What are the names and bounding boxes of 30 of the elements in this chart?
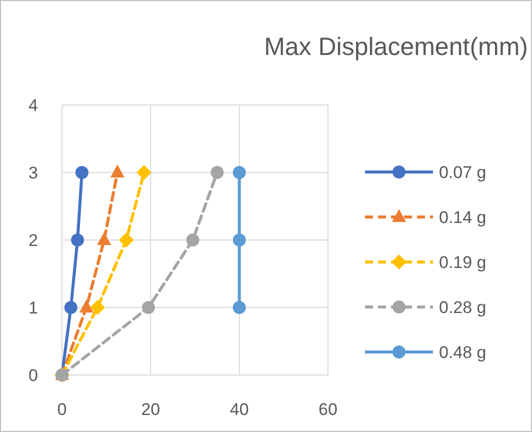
x-tick-label: 0 bbox=[57, 400, 67, 419]
y-tick-label: 3 bbox=[28, 163, 38, 182]
point bbox=[118, 232, 134, 248]
point bbox=[210, 166, 224, 179]
legend-label: 0.14 g bbox=[439, 208, 486, 227]
y-tick-label: 4 bbox=[28, 96, 38, 115]
point bbox=[79, 300, 94, 312]
point bbox=[142, 301, 155, 314]
point bbox=[136, 165, 152, 180]
x-tick-label: 20 bbox=[141, 400, 160, 419]
point bbox=[97, 232, 112, 245]
legend-label: 0.28 g bbox=[439, 298, 486, 317]
legend-label: 0.48 g bbox=[439, 342, 486, 362]
point bbox=[64, 301, 78, 314]
point bbox=[232, 166, 246, 179]
point bbox=[186, 234, 200, 246]
x-tick-label: 40 bbox=[230, 400, 249, 419]
y-tick-label: 2 bbox=[28, 230, 38, 250]
legend-label: 0.19 g bbox=[439, 252, 486, 272]
text: Max Displacement(mm) bbox=[264, 33, 528, 61]
legend-label: 0.07 g bbox=[439, 162, 486, 182]
point bbox=[110, 164, 124, 178]
point bbox=[232, 234, 246, 246]
point bbox=[232, 301, 246, 314]
y-tick-label: 1 bbox=[28, 298, 38, 318]
point bbox=[71, 234, 84, 246]
x-tick-label: 60 bbox=[318, 400, 338, 419]
point bbox=[75, 166, 88, 179]
y-tick-label: 0 bbox=[28, 366, 38, 385]
point bbox=[90, 300, 105, 315]
